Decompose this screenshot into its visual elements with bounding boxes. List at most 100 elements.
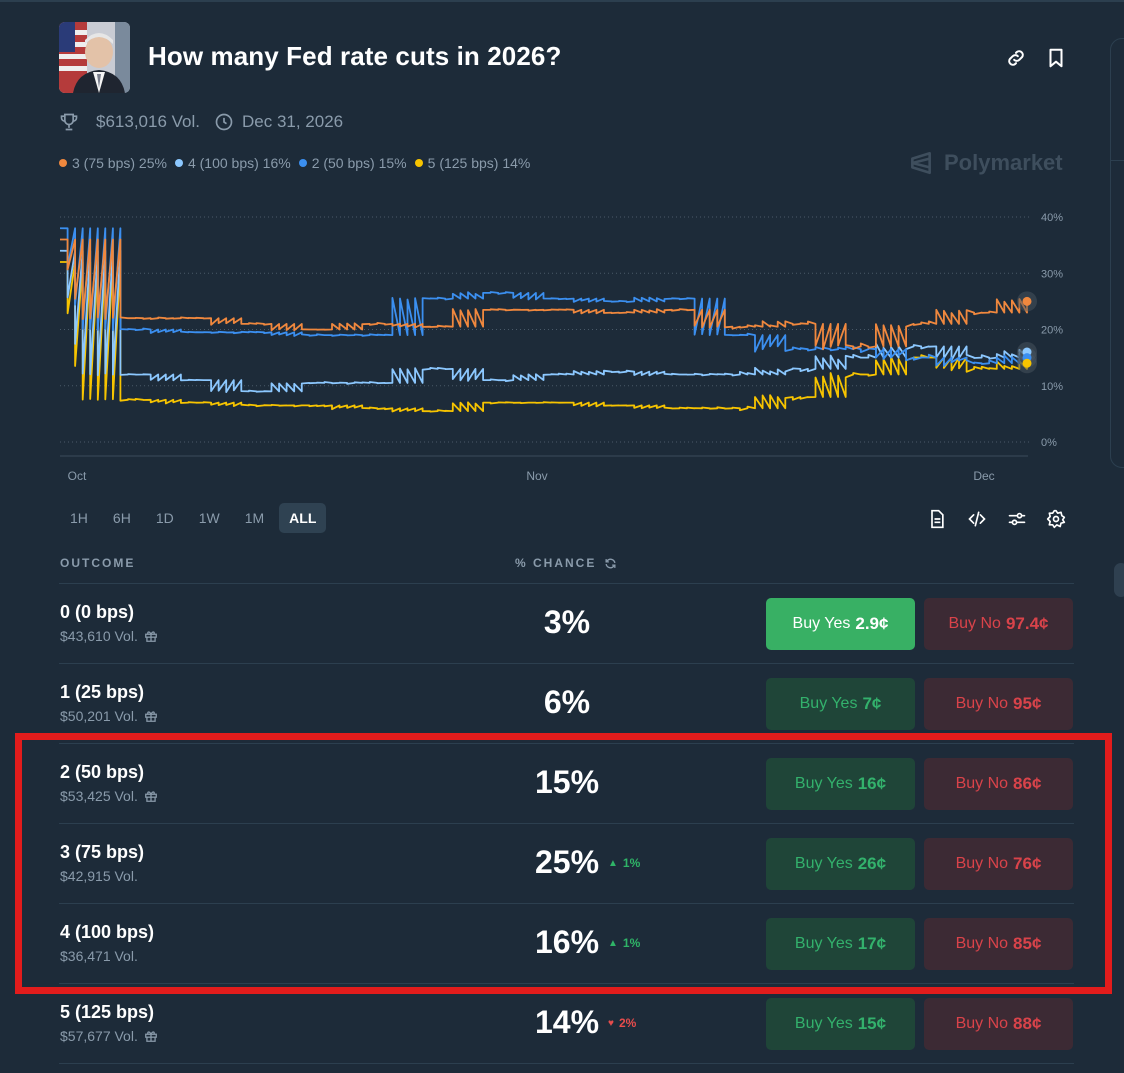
buy-no-price: 95¢ — [1013, 694, 1042, 713]
legend-label: 4 (100 bps) 16% — [187, 155, 291, 171]
chance-column-label: % CHANCE — [515, 556, 597, 570]
market-title: How many Fed rate cuts in 2026? — [148, 41, 562, 71]
scrollbar-thumb[interactable] — [1114, 563, 1124, 597]
buy-yes-label: Buy Yes — [794, 855, 853, 872]
legend-label: 2 (50 bps) 15% — [311, 155, 407, 171]
series-line — [59, 227, 1028, 367]
series-line — [60, 238, 1028, 351]
range-tab-1w[interactable]: 1W — [198, 510, 220, 526]
buy-no-button[interactable]: Buy No 95¢ — [924, 678, 1073, 730]
buy-no-button[interactable]: Buy No 85¢ — [924, 918, 1073, 970]
change-up-indicator: ▲ 1% — [608, 856, 640, 870]
outcome-column-header: OUTCOME — [60, 556, 136, 570]
change-value: 1% — [622, 936, 641, 950]
chance-column-header: % CHANCE — [515, 556, 617, 570]
outcome-volume: $50,201 Vol. — [60, 708, 158, 724]
buy-no-label: Buy No — [955, 775, 1009, 792]
legend-item: 3 (75 bps) 25% — [59, 155, 167, 171]
range-tab-1d[interactable]: 1D — [155, 510, 174, 526]
y-tick-label: 30% — [1041, 268, 1063, 280]
change-down-indicator: ♥ 2% — [608, 1016, 636, 1030]
sliders-icon[interactable] — [1007, 509, 1027, 529]
buy-yes-price: 7¢ — [862, 694, 882, 713]
gift-icon — [144, 789, 158, 803]
buy-no-label: Buy No — [955, 855, 1009, 872]
buy-no-button[interactable]: Buy No 97.4¢ — [924, 598, 1073, 650]
buy-no-price: 88¢ — [1013, 1014, 1042, 1033]
outcome-chance: 6% — [543, 684, 591, 720]
polymarket-logo-icon — [911, 151, 931, 175]
series-line — [60, 261, 1028, 413]
buy-yes-button[interactable]: Buy Yes 2.9¢ — [766, 598, 915, 650]
outcome-row[interactable]: 1 (25 bps) $50,201 Vol. 6% Buy Yes 7¢ Buy… — [0, 664, 1124, 744]
embed-code-icon[interactable] — [967, 509, 987, 529]
outcome-chance: 15% — [534, 764, 600, 800]
buy-no-label: Buy No — [955, 1015, 1009, 1032]
outcome-volume-text: $43,610 Vol. — [60, 628, 138, 644]
outcome-chance: 14% — [534, 1004, 600, 1040]
buy-yes-button[interactable]: Buy Yes 17¢ — [766, 918, 915, 970]
buy-no-label: Buy No — [955, 935, 1009, 952]
legend-item: 2 (50 bps) 15% — [298, 155, 407, 171]
outcome-chance: 25% — [534, 844, 600, 880]
buy-yes-label: Buy Yes — [799, 695, 858, 712]
buy-yes-price: 16¢ — [857, 774, 887, 793]
row-divider — [59, 983, 1074, 984]
outcome-row[interactable]: 5 (125 bps) $57,677 Vol. 14% Buy Yes 15¢ … — [0, 984, 1124, 1064]
buy-no-label: Buy No — [948, 615, 1001, 632]
range-tab-6h[interactable]: 6H — [112, 510, 131, 526]
market-volume: $613,016 Vol. — [96, 112, 200, 131]
triangle-up-icon: ▲ — [608, 937, 618, 949]
end-point — [1022, 296, 1032, 306]
trophy-icon — [59, 112, 79, 132]
outcome-volume: $53,425 Vol. — [60, 788, 158, 804]
bookmark-icon[interactable] — [1045, 47, 1067, 69]
outcome-name: 0 (0 bps) — [60, 602, 135, 622]
price-chart[interactable]: 40% 30% 20% 10% 0% Oct Nov Dec — [0, 195, 1124, 495]
buy-no-button[interactable]: Buy No 86¢ — [924, 758, 1073, 810]
row-divider — [59, 823, 1074, 824]
buy-yes-button[interactable]: Buy Yes 16¢ — [766, 758, 915, 810]
buy-no-button[interactable]: Buy No 76¢ — [924, 838, 1073, 890]
side-panel-divider — [1110, 160, 1124, 161]
range-tab-all[interactable]: ALL — [279, 503, 327, 533]
outcome-row[interactable]: 0 (0 bps) $43,610 Vol. 3% Buy Yes 2.9¢ Bu… — [0, 584, 1124, 664]
outcome-chance: 3% — [543, 604, 591, 640]
outcome-name: 2 (50 bps) — [60, 762, 145, 782]
buy-yes-button[interactable]: Buy Yes 15¢ — [766, 998, 915, 1050]
settings-icon[interactable] — [1046, 509, 1066, 529]
y-tick-label: 10% — [1041, 381, 1063, 393]
change-value: 1% — [622, 856, 641, 870]
y-tick-label: 20% — [1041, 325, 1063, 337]
document-icon[interactable] — [927, 509, 947, 529]
legend-item: 4 (100 bps) 16% — [174, 155, 291, 171]
buy-yes-label: Buy Yes — [794, 775, 853, 792]
triangle-up-icon: ▲ — [608, 857, 618, 869]
gift-icon — [144, 1029, 158, 1043]
buy-yes-button[interactable]: Buy Yes 26¢ — [766, 838, 915, 890]
buy-yes-button[interactable]: Buy Yes 7¢ — [766, 678, 915, 730]
outcome-name: 1 (25 bps) — [60, 682, 145, 702]
outcome-volume: $43,610 Vol. — [60, 628, 158, 644]
range-tab-1m[interactable]: 1M — [244, 510, 265, 526]
buy-no-label: Buy No — [955, 695, 1009, 712]
buy-no-button[interactable]: Buy No 88¢ — [924, 998, 1073, 1050]
x-tick-label: Dec — [973, 469, 994, 483]
range-tab-1h[interactable]: 1H — [70, 510, 88, 526]
legend-label: 3 (75 bps) 25% — [72, 155, 167, 171]
chart-legend: 3 (75 bps) 25% 4 (100 bps) 16% 2 (50 bps… — [59, 155, 538, 171]
refresh-icon[interactable] — [604, 557, 617, 570]
highlight-box — [15, 733, 1112, 994]
series-line — [59, 249, 1028, 393]
x-tick-label: Nov — [526, 469, 547, 483]
buy-no-price: 85¢ — [1013, 934, 1042, 953]
link-icon[interactable] — [1005, 47, 1027, 69]
buy-yes-price: 15¢ — [857, 1014, 887, 1033]
row-divider — [59, 663, 1074, 664]
outcome-row[interactable]: 3 (75 bps) $42,915 Vol. 25% Buy Yes 26¢ B… — [0, 824, 1124, 904]
outcome-volume: $42,915 Vol. — [60, 868, 138, 884]
outcome-row[interactable]: 2 (50 bps) $53,425 Vol. 15% Buy Yes 16¢ B… — [0, 744, 1124, 824]
buy-yes-price: 17¢ — [857, 934, 887, 953]
outcome-row[interactable]: 4 (100 bps) $36,471 Vol. 16% Buy Yes 17¢ … — [0, 904, 1124, 984]
gift-icon — [144, 709, 158, 723]
